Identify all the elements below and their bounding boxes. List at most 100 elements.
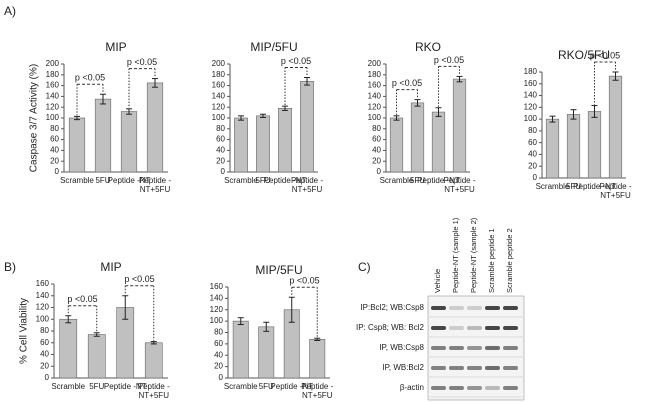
blot-band [431, 326, 446, 330]
y-tick-label: 100 [36, 314, 50, 323]
y-tick-label: 120 [368, 102, 382, 111]
y-tick-label: 100 [46, 113, 60, 122]
y-tick-label: 20 [214, 362, 223, 371]
y-tick-label: 60 [372, 135, 381, 144]
y-tick-label: 140 [524, 91, 538, 100]
x-tick-label: Peptide -NT [417, 176, 460, 185]
blot-band [467, 386, 482, 390]
row-label: IP:Bcl2; WB:Csp8 [360, 303, 424, 312]
bar [431, 111, 446, 173]
lane-label: Scramble peptide 1 [487, 228, 496, 293]
p-value-label: p <0.05 [289, 276, 319, 286]
y-tick-label: 40 [50, 146, 59, 155]
x-tick-label: Peptide -NT+5FU [290, 176, 324, 194]
blot-band [449, 386, 464, 390]
chart-title: RKO/5FU [558, 48, 610, 62]
y-tick-label: 20 [50, 156, 59, 165]
y-tick-label: 80 [40, 326, 49, 335]
blot-band [503, 386, 518, 390]
p-value-label: p <0.05 [127, 57, 157, 67]
y-tick-label: 20 [372, 156, 381, 165]
y-tick-label: 80 [214, 328, 223, 337]
x-tick-label: Peptide -NT [270, 382, 314, 391]
blot-band [467, 366, 482, 370]
y-tick-label: 100 [368, 113, 382, 122]
bar [232, 320, 249, 379]
bar [94, 98, 112, 173]
x-tick-label: Peptide -NT [103, 382, 147, 391]
x-tick-label: 5FU [255, 176, 271, 185]
lane-label: Scramble peptide 2 [505, 228, 514, 293]
blot-band [485, 346, 500, 350]
y-tick-label: 140 [210, 293, 224, 302]
chart-title: MIP [100, 260, 121, 274]
bar [234, 117, 248, 173]
x-tick-label: Peptide -NT+5FU [443, 176, 476, 194]
bar [59, 318, 78, 379]
chart-title: MIP/5FU [250, 40, 297, 54]
bar [68, 117, 86, 173]
y-tick-label: 0 [533, 173, 538, 182]
blot-band [485, 366, 500, 370]
chart-title: RKO [415, 40, 441, 54]
x-tick-label: Scramble [223, 382, 258, 391]
y-tick-label: 40 [372, 146, 381, 155]
blot-band [503, 306, 518, 310]
blot-band [449, 346, 464, 350]
y-tick-label: 160 [46, 81, 60, 90]
chart-title: MIP [105, 40, 126, 54]
y-tick-label: 100 [524, 114, 538, 123]
y-tick-label: 120 [36, 303, 50, 312]
x-tick-label: Scramble [60, 176, 94, 185]
bar [410, 102, 425, 173]
x-tick-label: Scramble [379, 176, 414, 185]
bar [120, 111, 138, 173]
blot-band [503, 366, 518, 370]
y-tick-label: 80 [50, 124, 59, 133]
y-tick-label: 80 [528, 126, 537, 135]
y-tick-label: 180 [524, 67, 538, 76]
y-tick-label: 0 [55, 167, 60, 176]
bar [144, 342, 163, 379]
blot-band [503, 346, 518, 350]
x-tick-label: Peptide -NT+5FU [137, 382, 170, 400]
blot-band [467, 306, 482, 310]
y-tick-label: 40 [216, 146, 225, 155]
blot-band [449, 306, 464, 310]
p-value-label: p <0.05 [281, 56, 311, 66]
bar [587, 111, 602, 179]
blot-band [467, 326, 482, 330]
row-label: β-actin [400, 383, 424, 392]
bar [256, 115, 270, 173]
y-tick-label: 180 [368, 70, 382, 79]
p-value-label: p <0.05 [590, 50, 620, 60]
blot-band [503, 326, 518, 330]
blot-band [485, 386, 500, 390]
x-tick-label: Peptide -NT [263, 176, 307, 185]
y-tick-label: 160 [36, 279, 50, 288]
y-tick-label: 60 [214, 339, 223, 348]
row-label: IP, WB:Bcl2 [382, 363, 424, 372]
y-tick-label: 60 [216, 135, 225, 144]
x-tick-label: 5FU [89, 382, 105, 391]
blot-band [431, 386, 446, 390]
y-tick-label: 140 [36, 291, 50, 300]
x-tick-label: 5FU [95, 176, 111, 185]
y-tick-label: 160 [368, 81, 382, 90]
row-label: IP, WB:Csp8 [379, 343, 424, 352]
bar [452, 78, 467, 173]
bar [608, 75, 623, 179]
y-tick-label: 180 [46, 70, 60, 79]
x-tick-label: Peptide -NT [107, 176, 151, 185]
y-tick-label: 40 [40, 350, 49, 359]
y-tick-label: 160 [524, 79, 538, 88]
row-label: IP: Csp8; WB: Bcl2 [356, 323, 425, 332]
x-tick-label: Peptide -NT+5FU [301, 382, 334, 400]
y-tick-label: 60 [528, 138, 537, 147]
x-tick-label: 5FU [258, 382, 274, 391]
blot-band [431, 366, 446, 370]
lane-label: Peptide-NT (sample 1) [451, 217, 460, 293]
blot-band [449, 326, 464, 330]
bar [309, 339, 326, 379]
